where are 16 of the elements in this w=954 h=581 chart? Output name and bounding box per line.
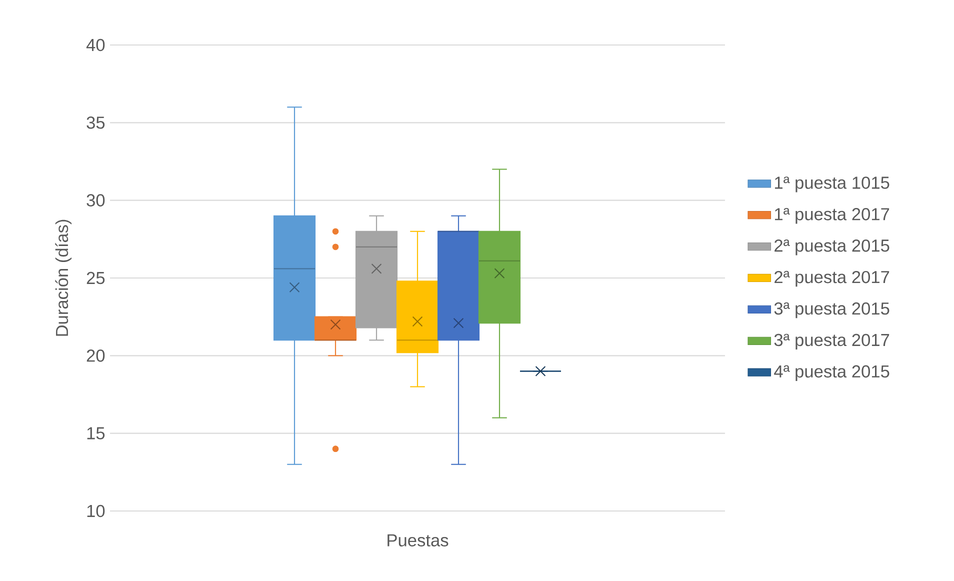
y-tick-label: 10 <box>87 504 105 518</box>
y-tick-label: 25 <box>86 272 105 284</box>
y-tick-label: 30 <box>86 194 105 206</box>
legend-label: 1ª puesta 1015 <box>774 176 890 192</box>
y-tick-label: 40 <box>86 38 105 52</box>
legend-label: 3ª puesta 2017 <box>774 334 890 350</box>
y-tick-label: 20 <box>86 350 105 362</box>
x-tick-label: Puestas <box>388 534 448 546</box>
legend-label: 2ª puesta 2015 <box>774 239 890 256</box>
y-tick-label: 15 <box>87 427 105 440</box>
legend-label: 4ª puesta 2015 <box>774 365 890 382</box>
legend-label: 3ª puesta 2015 <box>774 302 890 318</box>
y-axis-title: Duración (días) <box>55 220 72 336</box>
legend-label: 1ª puesta 2017 <box>774 208 890 224</box>
y-tick-label: 35 <box>86 116 105 129</box>
legend-label: 2ª puesta 2017 <box>774 270 890 287</box>
